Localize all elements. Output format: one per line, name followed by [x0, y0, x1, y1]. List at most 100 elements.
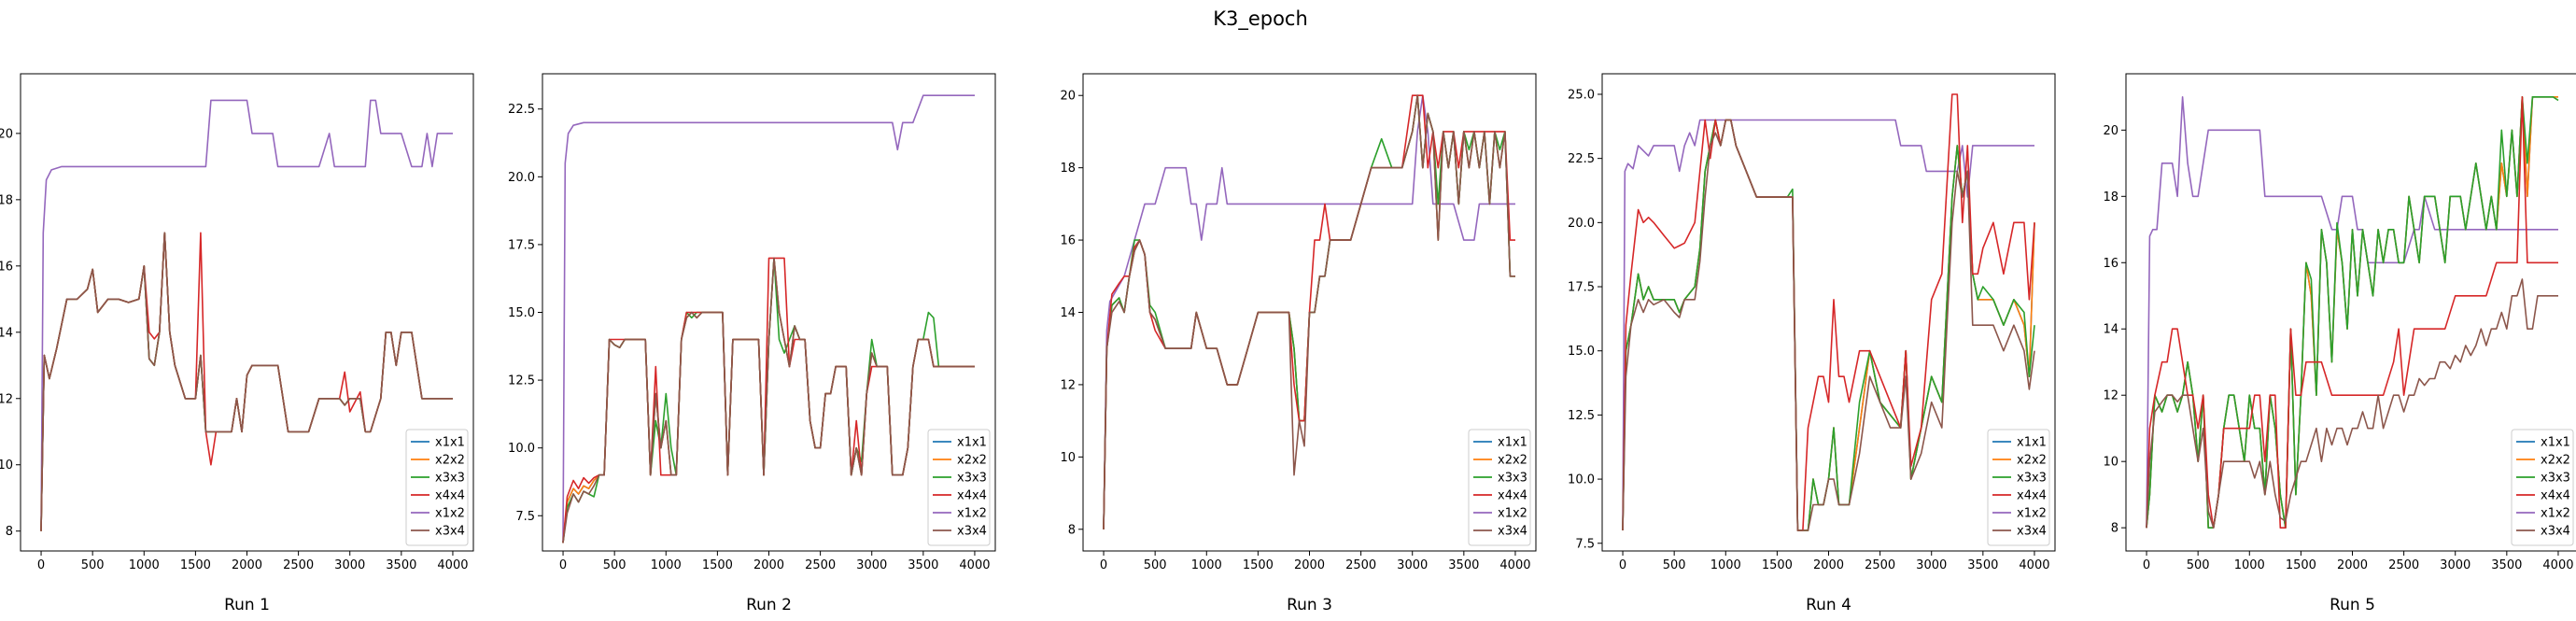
y-tick-label: 12.5 [1568, 409, 1595, 423]
series-line-x3x4 [2146, 278, 2558, 529]
x-axis-label: Run 1 [224, 596, 270, 614]
series-line-x1x2 [1622, 119, 2034, 531]
x-tick-label: 3000 [1397, 558, 1428, 572]
x-tick-label: 500 [1663, 558, 1686, 572]
y-tick-label: 12 [1060, 378, 1076, 392]
x-tick-label: 3000 [334, 558, 365, 572]
legend-label-x3x3: x3x3 [2017, 472, 2047, 486]
legend: x1x1 x2x2 x3x3 x4x4 x1x2 x3x4 [405, 429, 469, 546]
x-tick-label: 3500 [908, 558, 938, 572]
x-tick-label: 0 [37, 558, 45, 572]
y-tick-label: 8 [6, 525, 13, 539]
chart-panel-1: 0 500 1000 1500 2000 2500 3000 3500 4000 8 10 12 14 1… [0, 73, 474, 614]
x-tick-label: 1000 [1191, 558, 1222, 572]
x-tick-label: 4000 [959, 558, 990, 572]
x-tick-label: 1500 [1243, 558, 1274, 572]
legend-box [927, 429, 991, 546]
legend-label-x4x4: x4x4 [435, 489, 465, 503]
y-tick-label: 14 [0, 326, 13, 340]
series-line-x3x3 [2146, 96, 2559, 529]
series-line-x1x2 [40, 99, 453, 531]
y-tick-label: 18 [0, 193, 13, 207]
y-tick-label: 10.0 [508, 442, 535, 456]
series-group [2146, 96, 2559, 529]
x-tick-label: 2000 [1813, 558, 1844, 572]
legend-label-x4x4: x4x4 [2541, 489, 2570, 503]
x-tick-label: 0 [2143, 558, 2150, 572]
x-tick-label: 500 [1144, 558, 1167, 572]
series-line-x3x4 [1103, 94, 1515, 529]
series-line-x3x4 [40, 232, 453, 531]
x-tick-label: 3000 [1916, 558, 1947, 572]
y-tick-label: 20.0 [1568, 217, 1595, 231]
y-tick-label: 20 [2103, 124, 2119, 138]
legend-label-x2x2: x2x2 [435, 454, 465, 468]
legend-label-x3x3: x3x3 [435, 472, 465, 486]
legend-label-x4x4: x4x4 [1498, 489, 1527, 503]
y-tick-label: 7.5 [1575, 537, 1595, 551]
x-tick-label: 500 [2187, 558, 2210, 572]
x-tick-label: 4000 [1499, 558, 1530, 572]
series-line-x3x3 [562, 257, 975, 543]
x-tick-label: 1000 [2234, 558, 2265, 572]
legend-label-x1x1: x1x1 [435, 436, 465, 450]
y-tick-label: 12 [2103, 389, 2119, 403]
x-tick-label: 3000 [2440, 558, 2470, 572]
y-tick-label: 18 [2103, 191, 2119, 205]
y-tick-label: 10 [2103, 456, 2119, 470]
x-tick-label: 0 [1100, 558, 1107, 572]
x-axis-label: Run 3 [1287, 596, 1332, 614]
legend: x1x1 x2x2 x3x3 x4x4 x1x2 x3x4 [1468, 429, 1531, 546]
series-line-x1x2 [562, 94, 975, 543]
chart-panel-5: 0 500 1000 1500 2000 2500 3000 3500 4000 8 10 12 14 1… [2103, 73, 2576, 614]
legend-label-x1x1: x1x1 [1498, 436, 1527, 450]
y-tick-label: 8 [1068, 523, 1076, 537]
y-tick-label: 20 [0, 127, 13, 141]
y-tick-label: 7.5 [515, 510, 535, 524]
axes-frame [2125, 73, 2576, 552]
x-tick-label: 4000 [2019, 558, 2049, 572]
series-line-x1x1 [2146, 96, 2558, 529]
y-tick-label: 15.0 [508, 306, 535, 320]
legend-label-x2x2: x2x2 [2541, 454, 2570, 468]
legend-label-x1x1: x1x1 [2017, 436, 2047, 450]
legend: x1x1 x2x2 x3x3 x4x4 x1x2 x3x4 [1987, 429, 2050, 546]
legend-label-x3x4: x3x4 [2541, 525, 2570, 539]
x-axis-label: Run 5 [2330, 596, 2375, 614]
x-tick-label: 3500 [386, 558, 416, 572]
series-group [562, 94, 975, 543]
x-tick-label: 2000 [2337, 558, 2368, 572]
y-tick-label: 17.5 [1568, 281, 1595, 295]
y-tick-label: 12 [0, 392, 13, 406]
legend-label-x1x2: x1x2 [435, 507, 465, 521]
legend-label-x3x4: x3x4 [435, 525, 465, 539]
y-tick-label: 16 [1060, 234, 1076, 248]
series-group [1103, 94, 1515, 529]
legend-label-x3x3: x3x3 [2541, 472, 2570, 486]
legend-label-x1x2: x1x2 [1498, 507, 1527, 521]
legend-box [1468, 429, 1531, 546]
chart-panel-4: 0 500 1000 1500 2000 2500 3000 3500 4000 7.5 10.0 1… [1568, 73, 2056, 614]
legend-label-x1x1: x1x1 [957, 436, 987, 450]
x-tick-label: 2000 [232, 558, 262, 572]
legend: x1x1 x2x2 x3x3 x4x4 x1x2 x3x4 [2511, 429, 2574, 546]
legend-label-x4x4: x4x4 [957, 489, 987, 503]
legend-label-x3x3: x3x3 [1498, 472, 1527, 486]
chart-panel-2: 0 500 1000 1500 2000 2500 3000 3500 4000 7.5 10.0 1… [508, 73, 996, 614]
series-line-x3x4 [562, 257, 975, 543]
legend: x1x1 x2x2 x3x3 x4x4 x1x2 x3x4 [927, 429, 991, 546]
x-tick-label: 3500 [1448, 558, 1479, 572]
x-tick-label: 2500 [1345, 558, 1376, 572]
x-tick-label: 1500 [2286, 558, 2316, 572]
y-tick-label: 25.0 [1568, 88, 1595, 102]
legend-label-x3x4: x3x4 [2017, 525, 2047, 539]
y-tick-label: 12.5 [508, 374, 535, 388]
y-tick-label: 20.0 [508, 171, 535, 185]
legend-label-x3x3: x3x3 [957, 472, 987, 486]
legend-label-x3x4: x3x4 [1498, 525, 1527, 539]
legend-label-x1x2: x1x2 [957, 507, 987, 521]
legend-label-x1x1: x1x1 [2541, 436, 2570, 450]
x-tick-label: 4000 [2542, 558, 2573, 572]
y-tick-label: 14 [1060, 306, 1076, 320]
